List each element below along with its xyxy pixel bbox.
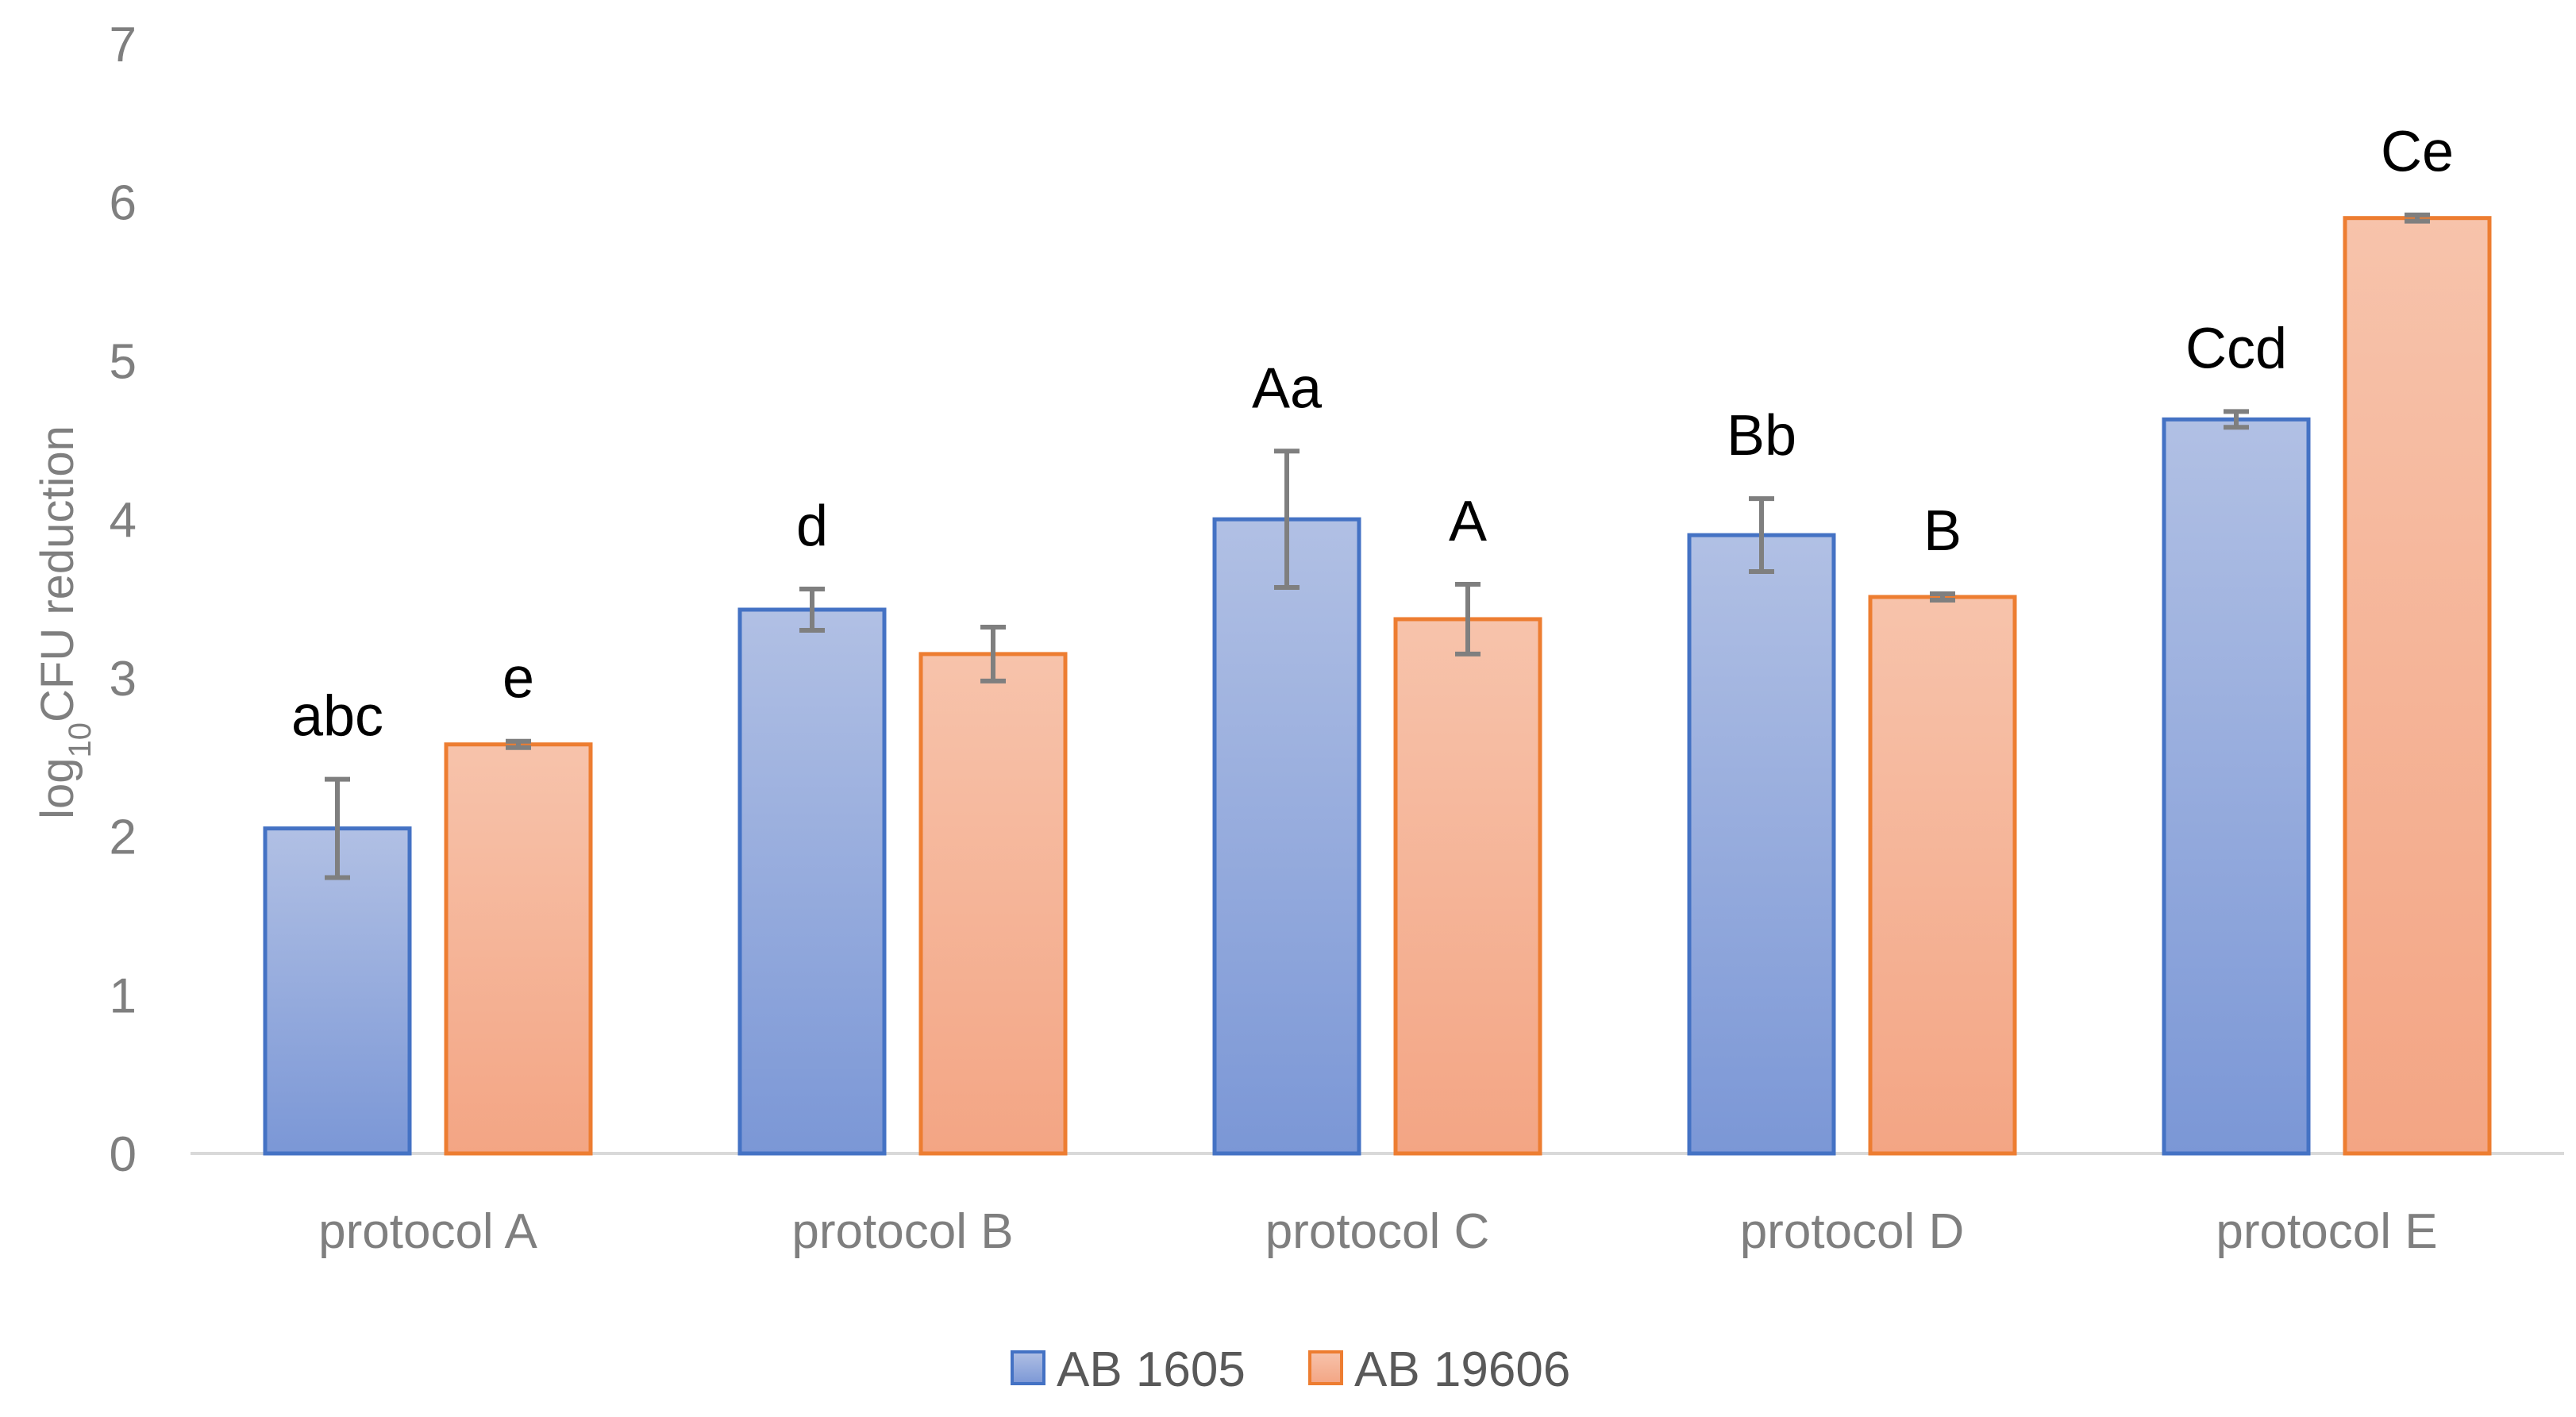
bar	[444, 742, 593, 1156]
data-label: Aa	[1252, 356, 1323, 420]
y-tick-label: 6	[110, 176, 137, 231]
y-tick-label: 2	[110, 811, 137, 865]
y-axis-title-subscript: 10	[63, 722, 98, 758]
legend: AB 1605 AB 19606	[1011, 1342, 1570, 1397]
data-label: e	[502, 647, 534, 710]
error-bars-group	[325, 212, 2430, 880]
data-label: Ccd	[2185, 317, 2287, 380]
data-label: A	[1449, 490, 1487, 553]
bar	[1212, 517, 1361, 1156]
x-tick-label: protocol B	[791, 1204, 1013, 1259]
y-tick-label: 1	[110, 968, 137, 1023]
bar	[263, 826, 412, 1156]
data-label: abc	[291, 685, 383, 749]
x-tick-label: protocol D	[1740, 1204, 1965, 1259]
legend-label: AB 19606	[1354, 1342, 1570, 1397]
bar	[2343, 216, 2492, 1156]
bar	[1687, 533, 1836, 1156]
y-tick-label: 3	[110, 652, 137, 707]
data-label: Ce	[2381, 121, 2454, 184]
data-label: Bb	[1727, 404, 1796, 468]
x-tick-label: protocol A	[318, 1204, 537, 1259]
legend-swatch	[1308, 1350, 1343, 1385]
y-tick-label: 7	[110, 17, 137, 72]
y-axis-ticks: 0 1 2 3 4 5 6 7	[110, 17, 137, 1182]
legend-swatch	[1011, 1350, 1045, 1385]
y-axis-title: log10CFU reduction	[32, 425, 98, 819]
y-axis-title-suffix: CFU reduction	[32, 425, 83, 722]
y-tick-label: 0	[110, 1127, 137, 1182]
data-label: d	[796, 495, 828, 558]
x-tick-label: protocol C	[1265, 1204, 1490, 1259]
bar	[1393, 617, 1542, 1156]
bar	[2162, 417, 2311, 1156]
bars-group	[263, 216, 2492, 1156]
y-axis-title-prefix: log	[32, 758, 83, 819]
y-tick-label: 4	[110, 493, 137, 548]
bar	[1868, 595, 2017, 1156]
x-tick-label: protocol E	[2216, 1204, 2437, 1259]
category-labels-group: protocol A protocol B protocol C protocol D…	[318, 1204, 2437, 1259]
data-label: B	[1923, 499, 1962, 563]
y-tick-label: 5	[110, 334, 137, 389]
legend-label: AB 1605	[1057, 1342, 1246, 1397]
bar	[737, 607, 887, 1156]
bar	[918, 652, 1068, 1156]
significance-labels-group: abc e d Aa A Bb B Ccd Ce	[291, 121, 2454, 749]
